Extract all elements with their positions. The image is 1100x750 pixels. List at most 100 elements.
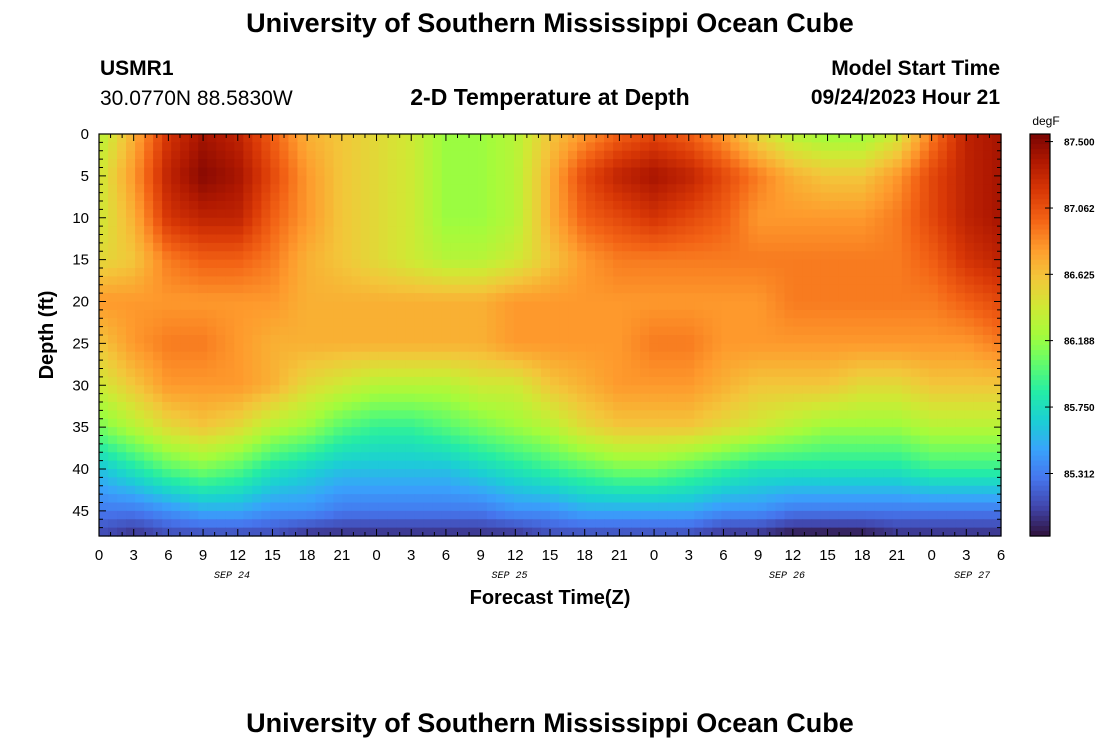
heatmap-cell: [396, 268, 407, 277]
heatmap-cell: [306, 301, 317, 311]
heatmap-cell: [847, 510, 858, 520]
heatmap-cell: [225, 427, 235, 437]
heatmap-cell: [117, 502, 127, 512]
heatmap-cell: [144, 502, 154, 512]
heatmap-cell: [802, 134, 813, 143]
heatmap-cell: [694, 460, 704, 470]
heatmap-cell: [901, 284, 912, 294]
heatmap-cell: [243, 318, 253, 328]
heatmap-cell: [360, 485, 371, 495]
heatmap-cell: [216, 268, 226, 277]
heatmap-cell: [604, 435, 614, 445]
heatmap-cell: [531, 251, 542, 261]
heatmap-cell: [838, 159, 849, 169]
heatmap-cell: [676, 427, 686, 437]
heatmap-cell: [892, 469, 903, 478]
heatmap-cell: [838, 351, 849, 361]
heatmap-cell: [153, 410, 163, 420]
heatmap-cell: [378, 494, 389, 504]
heatmap-cell: [369, 510, 380, 520]
heatmap-cell: [297, 293, 308, 303]
heatmap-cell: [901, 150, 912, 160]
heatmap-cell: [441, 376, 452, 386]
heatmap-cell: [477, 301, 488, 311]
heatmap-cell: [820, 159, 831, 169]
heatmap-cell: [766, 485, 777, 495]
heatmap-cell: [568, 335, 578, 344]
heatmap-cell: [414, 452, 425, 462]
heatmap-cell: [658, 360, 668, 370]
heatmap-cell: [270, 301, 280, 311]
heatmap-cell: [414, 293, 425, 303]
heatmap-cell: [586, 150, 596, 160]
heatmap-cell: [387, 159, 398, 169]
heatmap-cell: [504, 477, 515, 487]
heatmap-cell: [189, 301, 199, 311]
heatmap-cell: [613, 242, 623, 252]
heatmap-cell: [504, 301, 515, 311]
heatmap-cell: [631, 360, 641, 370]
heatmap-cell: [622, 309, 632, 319]
heatmap-cell: [766, 376, 777, 386]
heatmap-cell: [198, 469, 208, 478]
heatmap-cell: [369, 251, 380, 261]
heatmap-cell: [135, 142, 145, 152]
heatmap-cell: [315, 201, 326, 210]
heatmap-cell: [604, 134, 614, 143]
heatmap-cell: [577, 293, 587, 303]
heatmap-cell: [685, 351, 695, 361]
heatmap-cell: [180, 259, 190, 269]
heatmap-cell: [162, 284, 172, 294]
heatmap-cell: [243, 477, 253, 487]
heatmap-cell: [937, 259, 948, 269]
heatmap-cell: [450, 527, 461, 537]
heatmap-cell: [685, 435, 695, 445]
heatmap-cell: [631, 318, 641, 328]
heatmap-cell: [225, 469, 235, 478]
heatmap-cell: [667, 527, 677, 537]
heatmap-cell: [531, 293, 542, 303]
heatmap-cell: [775, 435, 786, 445]
heatmap-cell: [946, 184, 957, 194]
heatmap-cell: [847, 268, 858, 277]
heatmap-cell: [658, 343, 668, 353]
heatmap-cell: [324, 335, 335, 344]
heatmap-cell: [865, 368, 876, 378]
heatmap-cell: [874, 175, 885, 185]
heatmap-cell: [964, 510, 975, 520]
heatmap-cell: [946, 351, 957, 361]
heatmap-cell: [928, 435, 939, 445]
heatmap-cell: [432, 351, 443, 361]
heatmap-cell: [757, 184, 768, 194]
heatmap-cell: [432, 326, 443, 336]
heatmap-cell: [739, 410, 750, 420]
heatmap-cell: [973, 435, 984, 445]
heatmap-cell: [378, 276, 389, 286]
heatmap-cell: [342, 502, 353, 512]
heatmap-cell: [856, 259, 867, 269]
heatmap-cell: [441, 301, 452, 311]
heatmap-cell: [270, 293, 280, 303]
heatmap-cell: [540, 217, 551, 227]
heatmap-cell: [775, 360, 786, 370]
heatmap-cell: [531, 418, 542, 428]
heatmap-cell: [982, 259, 993, 269]
heatmap-cell: [721, 502, 731, 512]
heatmap-cell: [784, 527, 795, 537]
heatmap-cell: [811, 393, 822, 403]
heatmap-cell: [667, 284, 677, 294]
heatmap-cell: [955, 184, 966, 194]
heatmap-cell: [613, 326, 623, 336]
heatmap-cell: [468, 393, 479, 403]
heatmap-cell: [288, 175, 299, 185]
heatmap-cell: [477, 469, 488, 478]
heatmap-cell: [180, 418, 190, 428]
heatmap-cell: [279, 469, 290, 478]
heatmap-cell: [838, 510, 849, 520]
heatmap-cell: [495, 226, 506, 236]
heatmap-cell: [811, 402, 822, 411]
heatmap-cell: [604, 167, 614, 177]
heatmap-cell: [676, 435, 686, 445]
heatmap-cell: [712, 276, 722, 286]
heatmap-cell: [685, 184, 695, 194]
